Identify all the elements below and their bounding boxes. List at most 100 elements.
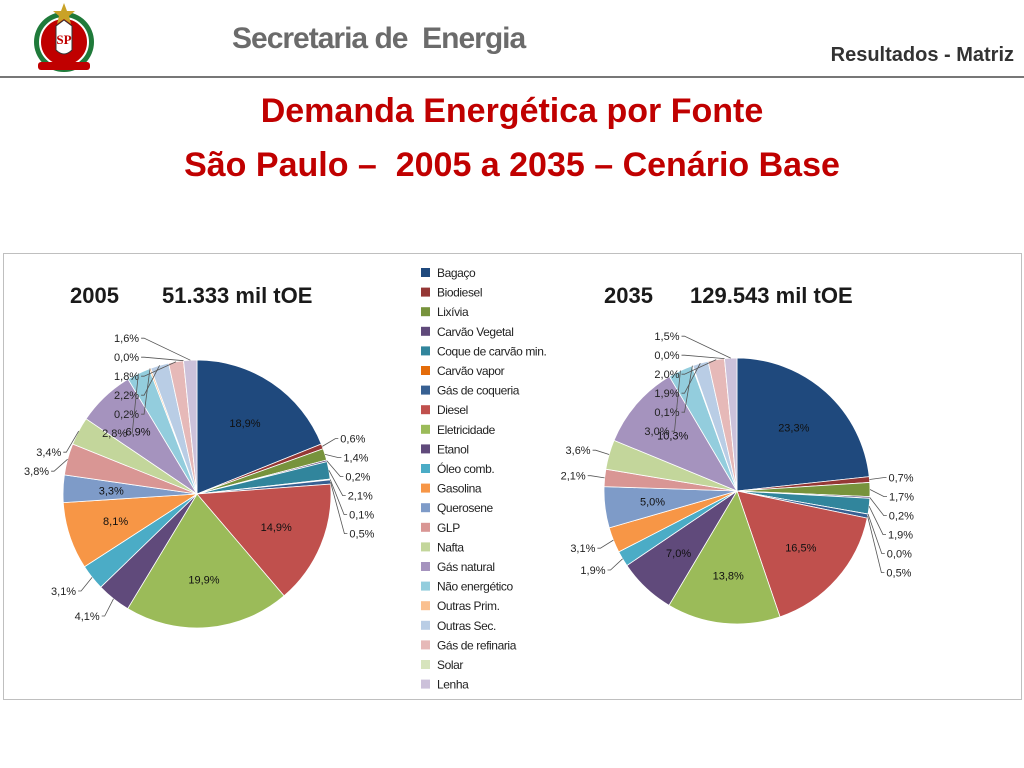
pie-2035-slice-eletricidade [668, 490, 781, 625]
pie-2035-label-gas-de-coqueria: 0,5% [886, 568, 911, 580]
pie-2005-leader-nafta [63, 430, 80, 453]
legend-label-outras-prim: Outras Prim. [437, 599, 500, 613]
pie-2005-leader-biodiesel [322, 438, 339, 447]
legend-swatch-nafta [421, 542, 430, 552]
pie-2005-label-gas-natural: 6,9% [125, 427, 150, 439]
pie-2035-label-lixivia: 1,7% [889, 492, 914, 504]
pie-2005: 18,9% 14,9% 19,9% 8,1% 3,3% 6,9% 0,6% 1,4% 0,2% 2… [24, 333, 375, 629]
legend-label-outras-sec: Outras Sec. [437, 619, 496, 633]
pie-2005-leader-outras-prim [141, 368, 151, 415]
legend-swatch-querosene [421, 503, 430, 513]
pie-2005-slice-diesel [196, 483, 332, 597]
pie-2005-label-coque-de-carvao-min: 2,1% [348, 491, 373, 503]
pie-2035: 23,3% 16,5% 13,8% 7,0% 5,0% 10,3% 0,7% 1,7% 0,2%… [561, 331, 914, 625]
pie-2005-leader-coque-de-carvao-min [328, 470, 346, 497]
pie-2035-total: 129.543 mil tOE [690, 283, 853, 308]
legend-swatch-solar [421, 660, 430, 669]
legend-label-nao-energetico: Não energético [437, 580, 514, 594]
pie-2035-label-gas-de-refinaria: 2,0% [654, 369, 679, 381]
legend-label-carvao-vapor: Carvão vapor [437, 364, 505, 378]
pie-2035-label-coque-de-carvao-min: 1,9% [888, 530, 913, 542]
pie-2005-slice-eletricidade [127, 493, 285, 629]
pie-2035-leader-lenha [681, 335, 731, 359]
pie-2035-leader-glp [587, 475, 605, 479]
legend-swatch-lixivia [421, 307, 430, 317]
legend-swatch-bagaco [421, 268, 430, 277]
legend-label-gas-natural: Gás natural [437, 560, 495, 574]
page-title-line-2: São Paulo – 2005 a 2035 – Cenário Base [184, 146, 840, 184]
pie-2005-leader-solar [141, 356, 184, 362]
pie-2005-label-solar: 0,0% [114, 352, 139, 364]
pie-2035-label-outras-sec: 1,9% [654, 388, 679, 400]
pie-2005-leader-carvao-vapor [329, 479, 348, 516]
pie-2005-leader-glp [51, 458, 68, 472]
pie-2035-slice-bagaco [736, 357, 870, 492]
pie-2035-leader-nafta [592, 449, 610, 455]
pie-2005-label-nao-energetico: 2,8% [102, 428, 127, 440]
legend-label-biodiesel: Biodiesel [437, 286, 482, 300]
pie-2035-label-glp: 2,1% [561, 471, 586, 483]
pie-2005-label-nafta: 3,4% [36, 447, 61, 459]
pie-2035-label-nao-energetico: 3,0% [644, 426, 669, 438]
legend-label-bagaco: Bagaço [437, 266, 476, 280]
legend-swatch-diesel [421, 405, 430, 415]
legend-label-solar: Solar [437, 658, 463, 672]
pie-2005-total: 51.333 mil tOE [162, 283, 312, 308]
pie-2005-label-lenha: 1,6% [114, 333, 139, 345]
pie-2005-slice-bagaco [196, 359, 322, 495]
legend-label-gas-de-refinaria: Gás de refinaria [437, 638, 517, 652]
legend-swatch-gas-natural [421, 562, 430, 571]
legend-swatch-gas-de-coqueria [421, 385, 430, 395]
sao-paulo-coat-of-arms-logo: SP [34, 3, 94, 72]
pie-2035-leader-lixivia [869, 489, 887, 498]
legend-label-lenha: Lenha [437, 678, 469, 692]
pie-2035-leader-carvao-vapor [867, 513, 885, 555]
pie-2035-label-gasolina: 3,1% [570, 543, 595, 555]
legend-label-gasolina: Gasolina [437, 482, 482, 496]
pie-2005-leader-oleo-comb [78, 577, 93, 592]
pie-2035-label-diesel: 16,5% [785, 542, 816, 554]
pie-2035-label-gas-natural: 10,3% [657, 430, 688, 442]
pie-2005-leader-outras-sec [141, 365, 160, 396]
pie-2005-label-diesel: 14,9% [261, 522, 292, 534]
pie-2005-leader-nao-energetico [129, 373, 139, 434]
legend-swatch-carvao-vegetal [421, 326, 430, 336]
pie-2005-leader-gas-de-coqueria [330, 481, 348, 535]
pie-2005-label-glp: 3,8% [24, 466, 49, 478]
pie-2005-label-querosene: 3,3% [99, 486, 124, 498]
pie-2005-year: 2005 [70, 283, 119, 308]
pie-2035-label-biodiesel: 0,7% [889, 473, 914, 485]
pie-2005-leader-lixivia [324, 454, 342, 459]
legend-label-eletricidade: Eletricidade [437, 423, 496, 437]
legend-swatch-coque-de-carvao-min [421, 346, 430, 356]
legend-swatch-outras-sec [421, 620, 430, 630]
pie-2035-label-lenha: 1,5% [654, 331, 679, 343]
pie-2035-label-outras-prim: 0,1% [654, 407, 679, 419]
legend-swatch-nao-energetico [421, 581, 430, 591]
legend-label-coque-de-carvao-min: Coque de carvão min. [437, 344, 546, 358]
legend-swatch-glp [421, 522, 430, 532]
pie-2005-label-oleo-comb: 3,1% [51, 586, 76, 598]
pie-2035-slice-lenha [724, 357, 738, 492]
pie-2035-label-querosene: 5,0% [640, 497, 665, 509]
svg-text:SP: SP [56, 32, 71, 47]
pie-2035-leader-gas-de-refinaria [681, 359, 717, 375]
pie-2005-label-gasolina: 8,1% [103, 516, 128, 528]
pie-charts-panel: 18,9% 14,9% 19,9% 8,1% 3,3% 6,9% 0,6% 1,4% 0,2% 2… [3, 253, 1022, 700]
legend-label-oleo-comb: Óleo comb. [437, 461, 494, 476]
section-title: Resultados - Matriz [830, 44, 1014, 66]
page-title-line-1: Demanda Energética por Fonte [260, 92, 764, 130]
organization-title: Secretaria de Energia [232, 22, 526, 55]
pie-2005-label-lixivia: 1,4% [343, 453, 368, 465]
legend-swatch-oleo-comb [421, 464, 430, 473]
pie-2035-leader-carvao-vegetal [869, 497, 887, 517]
legend: Bagaço Biodiesel Lixívia Carvão Vegetal Coqu… [421, 266, 547, 692]
legend-label-etanol: Etanol [437, 442, 469, 456]
pie-2035-year: 2035 [604, 283, 653, 308]
pie-2035-label-nafta: 3,6% [566, 445, 591, 457]
pie-2035-leader-nao-energetico [671, 370, 681, 432]
pie-2005-label-etanol: 4,1% [75, 611, 100, 623]
legend-swatch-biodiesel [421, 287, 430, 297]
pie-2005-leader-gas-de-refinaria [141, 361, 177, 377]
pie-2005-label-carvao-vegetal: 0,2% [345, 472, 370, 484]
